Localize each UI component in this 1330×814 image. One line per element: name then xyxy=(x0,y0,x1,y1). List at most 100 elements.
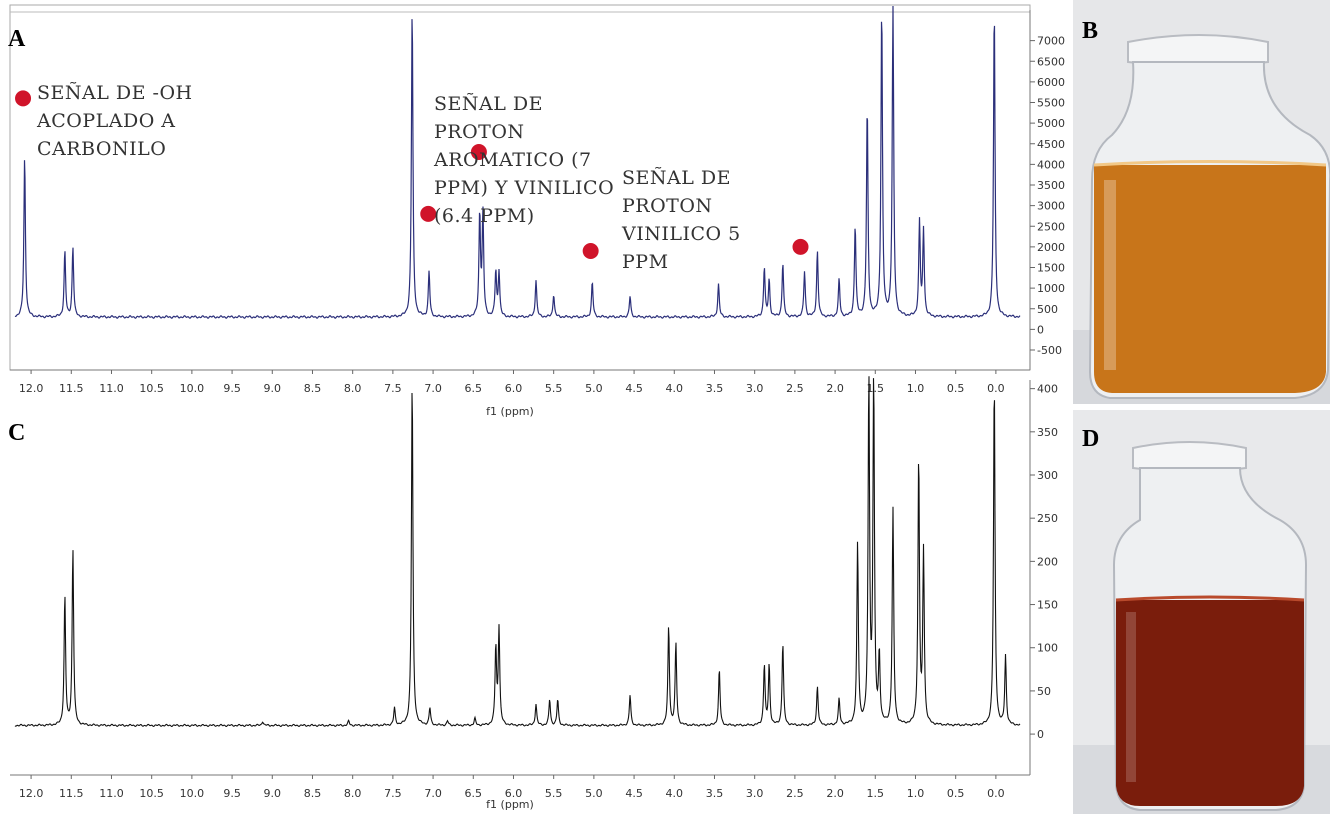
photo-b: B xyxy=(1073,0,1330,404)
x-tick-label: 10.5 xyxy=(139,382,164,395)
x-tick-label: 4.0 xyxy=(666,382,684,395)
panel-a-x-ticks: 12.0 11.5 11.0 10.5 10.0 9.5 9.0 8.5 8.0 7.5 7.0 6.… xyxy=(19,370,1005,395)
annotation-vinilico-line-2: PROTON xyxy=(622,195,713,217)
x-tick-label: 1.5 xyxy=(867,787,885,800)
x-tick-label: 6.0 xyxy=(505,382,523,395)
x-tick-label: 5.0 xyxy=(585,382,603,395)
panel-letter-c: C xyxy=(8,420,25,446)
x-tick-label: 8.5 xyxy=(304,382,322,395)
x-tick-label: 0.5 xyxy=(947,382,965,395)
x-tick-label: 10.0 xyxy=(180,382,205,395)
x-tick-label: 10.0 xyxy=(180,787,205,800)
annotation-vinilico-line-4: PPM xyxy=(622,251,669,273)
x-tick-label: 11.5 xyxy=(59,787,84,800)
panel-c-x-label: f1 (ppm) xyxy=(486,798,534,811)
y-tick-label: 0 xyxy=(1037,323,1044,336)
bottle-d-highlight xyxy=(1126,612,1136,782)
peak-marker xyxy=(470,144,487,160)
x-tick-label: 5.5 xyxy=(545,382,563,395)
x-tick-label: 5.5 xyxy=(545,787,563,800)
annotation-aromatic-line-4: PPM) Y VINILICO xyxy=(434,177,614,199)
x-tick-label: 11.0 xyxy=(99,787,124,800)
x-tick-label: 1.0 xyxy=(907,787,925,800)
panel-letter-a: A xyxy=(8,26,26,52)
annotation-aromatic-line-3: AROMATICO (7 xyxy=(433,149,592,171)
panel-a-x-label: f1 (ppm) xyxy=(486,405,534,418)
y-tick-label: -500 xyxy=(1037,344,1062,357)
bottle-b-meniscus xyxy=(1093,160,1327,167)
x-tick-label: 3.0 xyxy=(746,787,764,800)
x-tick-label: 2.5 xyxy=(786,382,804,395)
x-tick-label: 9.5 xyxy=(223,787,241,800)
annotation-aromatic-line-2: PROTON xyxy=(434,121,525,143)
x-tick-label: 7.5 xyxy=(384,787,402,800)
x-tick-label: 7.5 xyxy=(384,382,402,395)
y-tick-label: 300 xyxy=(1037,469,1058,482)
x-tick-label: 7.0 xyxy=(424,382,442,395)
y-tick-label: 4000 xyxy=(1037,158,1065,171)
annotation-vinilico: SEÑAL DE PROTON VINILICO 5 PPM xyxy=(621,166,747,273)
x-tick-label: 7.0 xyxy=(424,787,442,800)
x-tick-label: 6.5 xyxy=(465,382,483,395)
peak-marker xyxy=(15,90,32,107)
y-tick-label: 5000 xyxy=(1037,117,1065,130)
annotation-aromatic: SEÑAL DE PROTON AROMATICO (7 PPM) Y VINI… xyxy=(433,92,621,227)
x-tick-label: 11.0 xyxy=(99,382,124,395)
panel-c-spectrum-line xyxy=(14,376,1021,727)
x-tick-label: 6.5 xyxy=(465,787,483,800)
annotation-aromatic-line-1: SEÑAL DE xyxy=(434,92,543,115)
y-tick-label: 6000 xyxy=(1037,76,1065,89)
bottle-d-liquid xyxy=(1116,600,1304,806)
panel-a-frame xyxy=(9,4,1031,371)
x-tick-label: 4.5 xyxy=(625,787,643,800)
x-tick-label: 12.0 xyxy=(19,787,44,800)
x-tick-label: 0.5 xyxy=(947,787,965,800)
x-tick-label: 6.0 xyxy=(505,787,523,800)
y-tick-label: 5500 xyxy=(1037,97,1065,110)
panel-a-right-ticks: 7000650060005500500045004000350030002500… xyxy=(1030,35,1065,357)
y-tick-label: 1500 xyxy=(1037,262,1065,275)
y-tick-label: 2000 xyxy=(1037,241,1065,254)
y-tick-label: 6500 xyxy=(1037,55,1065,68)
annotation-oh-line-1: SEÑAL DE -OH xyxy=(37,81,193,104)
y-tick-label: 50 xyxy=(1037,685,1051,698)
y-tick-label: 350 xyxy=(1037,426,1058,439)
x-tick-label: 8.5 xyxy=(304,787,322,800)
x-tick-label: 3.0 xyxy=(746,382,764,395)
x-tick-label: 2.0 xyxy=(826,787,844,800)
x-tick-label: 5.0 xyxy=(585,787,603,800)
annotation-aromatic-line-5: (6.4 PPM) xyxy=(434,205,535,227)
x-tick-label: 3.5 xyxy=(706,382,724,395)
x-tick-label: 3.5 xyxy=(706,787,724,800)
y-tick-label: 500 xyxy=(1037,303,1058,316)
y-tick-label: 200 xyxy=(1037,555,1058,568)
annotation-vinilico-line-1: SEÑAL DE xyxy=(622,166,731,189)
y-tick-label: 2500 xyxy=(1037,220,1065,233)
x-tick-label: 10.5 xyxy=(139,787,164,800)
y-tick-label: 3000 xyxy=(1037,200,1065,213)
y-tick-label: 150 xyxy=(1037,599,1058,612)
y-tick-label: 100 xyxy=(1037,642,1058,655)
bottle-d-meniscus xyxy=(1115,595,1305,602)
x-tick-label: 0.0 xyxy=(987,382,1005,395)
x-tick-label: 4.0 xyxy=(666,787,684,800)
y-tick-label: 4500 xyxy=(1037,138,1065,151)
x-tick-label: 2.0 xyxy=(826,382,844,395)
y-tick-label: 250 xyxy=(1037,512,1058,525)
peak-marker xyxy=(792,238,809,255)
annotation-oh: SEÑAL DE -OH ACOPLADO A CARBONILO xyxy=(36,81,199,160)
x-tick-label: 4.5 xyxy=(625,382,643,395)
x-tick-label: 12.0 xyxy=(19,382,44,395)
x-tick-label: 9.5 xyxy=(223,382,241,395)
bottle-b-liquid xyxy=(1094,165,1326,393)
peak-marker xyxy=(420,205,437,222)
x-tick-label: 0.0 xyxy=(987,787,1005,800)
peak-marker xyxy=(582,243,599,259)
y-tick-label: 400 xyxy=(1037,383,1058,396)
panel-c-right-ticks: 400 350 300 250 200 150 100 50 0 xyxy=(1030,383,1058,741)
x-tick-label: 1.0 xyxy=(907,382,925,395)
annotation-vinilico-line-3: VINILICO 5 xyxy=(621,223,741,245)
x-tick-label: 8.0 xyxy=(344,787,362,800)
panel-c-x-ticks: 12.0 11.5 11.0 10.5 10.0 9.5 9.0 8.5 8.0 7.5 7.0 6.… xyxy=(19,775,1005,800)
